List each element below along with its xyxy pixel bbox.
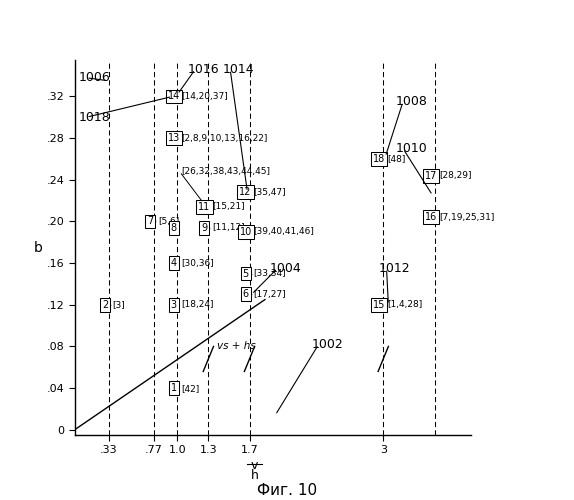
Text: 15: 15 bbox=[373, 300, 386, 310]
Text: 16: 16 bbox=[425, 212, 437, 222]
Text: 10: 10 bbox=[239, 227, 252, 237]
Text: v: v bbox=[251, 459, 258, 472]
Text: 5: 5 bbox=[242, 268, 249, 278]
Text: 9: 9 bbox=[201, 222, 208, 232]
Text: 11: 11 bbox=[199, 202, 211, 212]
Text: [35,47]: [35,47] bbox=[254, 188, 286, 197]
Text: [17,27]: [17,27] bbox=[254, 290, 286, 299]
Text: 1008: 1008 bbox=[395, 95, 428, 108]
Text: 1006: 1006 bbox=[79, 71, 110, 84]
Text: 7: 7 bbox=[147, 216, 153, 226]
Text: [42]: [42] bbox=[181, 384, 200, 392]
Y-axis label: b: b bbox=[33, 240, 42, 254]
Text: [3]: [3] bbox=[113, 300, 126, 310]
Text: [28,29]: [28,29] bbox=[439, 171, 471, 180]
Text: 4: 4 bbox=[170, 258, 177, 268]
Text: Фиг. 10: Фиг. 10 bbox=[257, 483, 317, 498]
Text: 1012: 1012 bbox=[379, 262, 411, 275]
Text: [7,19,25,31]: [7,19,25,31] bbox=[439, 213, 494, 222]
Text: 2: 2 bbox=[102, 300, 108, 310]
Text: 13: 13 bbox=[168, 133, 180, 143]
Text: 3: 3 bbox=[170, 300, 177, 310]
Text: [11,12]: [11,12] bbox=[212, 223, 245, 232]
Text: 8: 8 bbox=[170, 222, 177, 232]
Text: 1014: 1014 bbox=[223, 63, 254, 76]
Text: [2,8,9,10,13,16,22]: [2,8,9,10,13,16,22] bbox=[181, 134, 268, 142]
Text: [48]: [48] bbox=[387, 154, 406, 164]
Text: 6: 6 bbox=[243, 290, 249, 300]
Text: h: h bbox=[251, 470, 258, 482]
Text: 1016: 1016 bbox=[188, 63, 219, 76]
Text: 1002: 1002 bbox=[311, 338, 343, 351]
Text: [5,6]: [5,6] bbox=[158, 217, 179, 226]
Text: [33,34]: [33,34] bbox=[254, 269, 286, 278]
Text: vs + hs: vs + hs bbox=[216, 340, 255, 350]
Text: [26,32,38,43,44,45]: [26,32,38,43,44,45] bbox=[181, 167, 270, 176]
Text: 18: 18 bbox=[373, 154, 386, 164]
Text: 1010: 1010 bbox=[395, 142, 427, 155]
Text: [39,40,41,46]: [39,40,41,46] bbox=[254, 228, 315, 236]
Text: [15,21]: [15,21] bbox=[212, 202, 245, 211]
Text: [18,24]: [18,24] bbox=[181, 300, 214, 310]
Text: 1004: 1004 bbox=[270, 262, 302, 275]
Text: 1: 1 bbox=[170, 383, 177, 393]
Text: 14: 14 bbox=[168, 92, 180, 102]
Text: [1,4,28]: [1,4,28] bbox=[387, 300, 422, 310]
Text: [30,36]: [30,36] bbox=[181, 258, 214, 268]
Text: 1018: 1018 bbox=[79, 111, 110, 124]
Text: 17: 17 bbox=[425, 170, 437, 180]
Text: [14,20,37]: [14,20,37] bbox=[181, 92, 228, 101]
Text: 12: 12 bbox=[239, 188, 252, 198]
